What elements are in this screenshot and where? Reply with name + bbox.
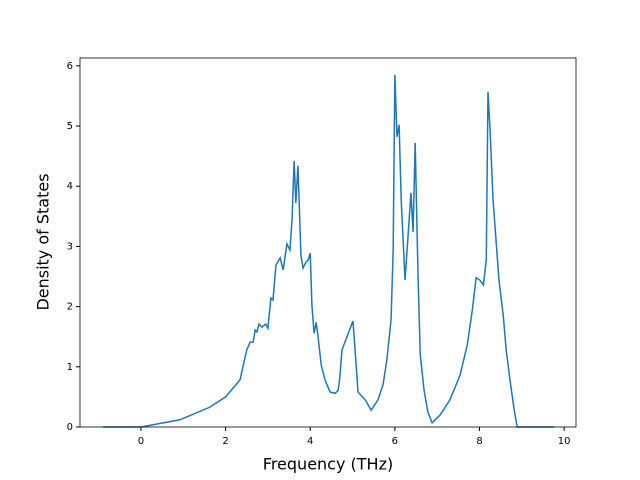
x-axis-label: Frequency (THz): [263, 455, 393, 474]
y-tick-label: 6: [67, 61, 73, 72]
line: [102, 74, 554, 428]
y-tick-label: 0: [67, 422, 73, 433]
y-tick-label: 1: [67, 362, 73, 373]
x-tick-label: 0: [138, 436, 144, 447]
plot-frame: [79, 57, 577, 428]
y-tick-label: 4: [67, 181, 73, 192]
y-axis-label: Density of States: [34, 173, 53, 310]
x-tick-label: 6: [392, 436, 398, 447]
x-tick-label: 4: [307, 436, 313, 447]
x-tick-label: 10: [558, 436, 571, 447]
x-tick-label: 8: [476, 436, 482, 447]
y-tick-label: 3: [67, 241, 73, 252]
x-tick-label: 2: [222, 436, 228, 447]
y-tick-label: 5: [67, 121, 73, 132]
y-tick-label: 2: [67, 302, 73, 313]
